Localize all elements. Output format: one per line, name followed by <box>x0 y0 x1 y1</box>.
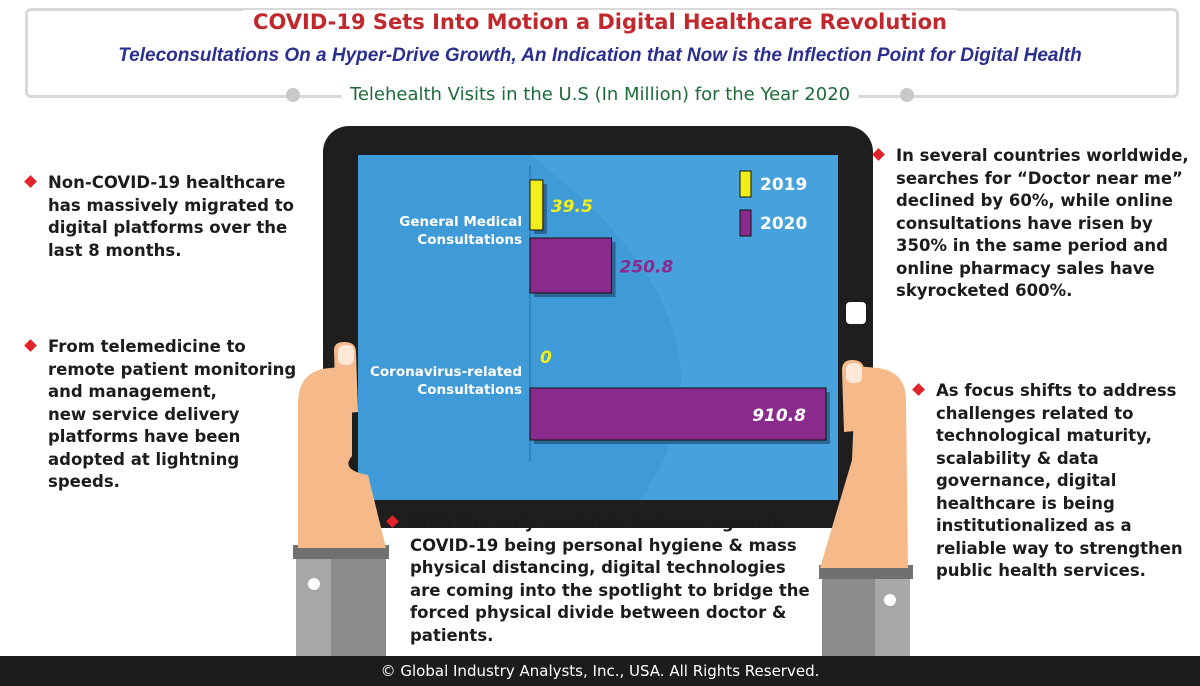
data-label-2020-2: 910.8 <box>752 406 806 426</box>
category-label-1: General Medical <box>399 214 522 230</box>
bar-2020-2 <box>529 387 827 441</box>
category-label-2: Consultations <box>417 382 522 398</box>
page-subtitle: Teleconsultations On a Hyper-Drive Growt… <box>118 45 1082 66</box>
rule-dot-right <box>900 88 914 102</box>
bullet-left-1: Non-COVID-19 healthcare has massively mi… <box>24 172 294 262</box>
legend-label-2020: 2020 <box>760 214 807 234</box>
data-label-2019-1: 39.5 <box>551 197 593 217</box>
bullet-text: With the only available defense against … <box>410 513 810 645</box>
bullet-text: Non-COVID-19 healthcare has massively mi… <box>48 173 294 260</box>
legend-label-2019: 2019 <box>760 175 807 195</box>
right-sleeve <box>819 565 913 665</box>
bar-2020-1 <box>529 237 613 294</box>
left-hand <box>298 342 386 548</box>
chart-title-rule <box>286 84 914 108</box>
rule-dot-left <box>286 88 300 102</box>
legend-swatch-2020 <box>739 209 752 237</box>
bullet-right-1: In several countries worldwide, searches… <box>872 145 1189 303</box>
data-label-2019-2: 0 <box>540 348 552 368</box>
bullet-text: In several countries worldwide, searches… <box>896 146 1189 300</box>
bullet-text: From telemedicine to remote patient moni… <box>48 337 297 491</box>
left-sleeve <box>293 545 389 665</box>
tablet-home-button <box>846 302 866 324</box>
right-hand <box>820 360 908 568</box>
bullet-text: As focus shifts to address challenges re… <box>936 381 1183 580</box>
legend-swatch-2019 <box>739 170 752 198</box>
category-label-2: Coronavirus-related <box>370 364 522 380</box>
copyright-footer: © Global Industry Analysts, Inc., USA. A… <box>0 656 1200 686</box>
chart-title: Telehealth Visits in the U.S (In Million… <box>0 84 1200 105</box>
bullet-left-2: From telemedicine to remote patient moni… <box>24 336 297 494</box>
page-title: COVID-19 Sets Into Motion a Digital Heal… <box>0 10 1200 34</box>
category-label-1: Consultations <box>417 232 522 248</box>
bar-2019-1 <box>529 179 544 231</box>
bullet-bottom: With the only available defense against … <box>386 512 810 647</box>
bar-chart: 39.5 250.8 General Medical Consultations 0 91… <box>370 165 830 462</box>
bullet-right-2: As focus shifts to address challenges re… <box>912 380 1183 583</box>
data-label-2020-1: 250.8 <box>620 258 674 278</box>
chart-legend: 2019 2020 <box>739 170 807 237</box>
